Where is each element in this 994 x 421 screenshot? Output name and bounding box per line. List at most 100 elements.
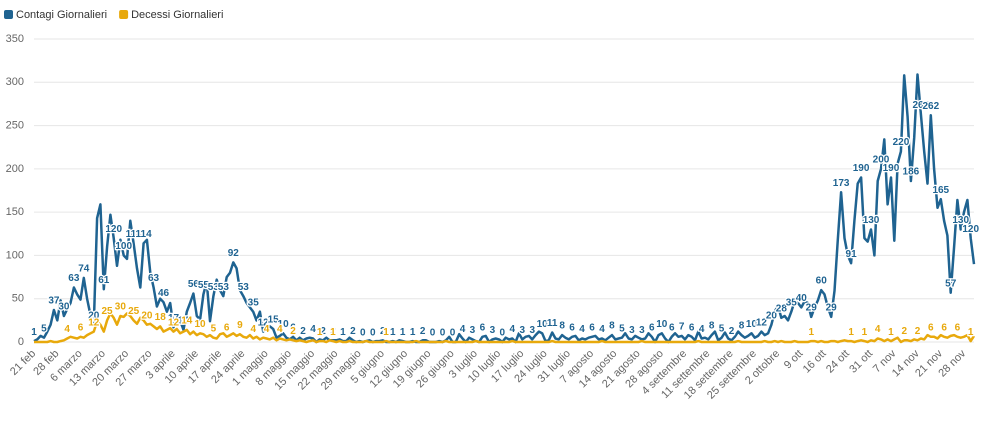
data-label: 6 bbox=[689, 322, 695, 333]
data-label: 53 bbox=[238, 282, 250, 293]
data-label: 53 bbox=[218, 282, 230, 293]
x-tick-label: 28 nov bbox=[936, 347, 968, 379]
data-label: 20 bbox=[766, 310, 778, 321]
data-label: 3 bbox=[529, 325, 535, 336]
data-label: 1 bbox=[888, 327, 894, 338]
data-label: 30 bbox=[115, 302, 127, 313]
data-label: 6 bbox=[928, 322, 934, 333]
data-label: 35 bbox=[786, 297, 798, 308]
data-label: 0 bbox=[430, 328, 436, 339]
data-label: 190 bbox=[883, 163, 900, 174]
data-label: 5 bbox=[211, 323, 217, 334]
data-label: 8 bbox=[709, 321, 715, 332]
data-label: 1 bbox=[848, 327, 854, 338]
data-label: 91 bbox=[846, 249, 858, 260]
data-label: 12 bbox=[168, 317, 180, 328]
data-label: 28 bbox=[776, 303, 788, 314]
data-label: 2 bbox=[915, 326, 921, 337]
data-label: 2 bbox=[290, 326, 296, 337]
data-label: 10 bbox=[656, 319, 668, 330]
data-label: 0 bbox=[440, 328, 446, 339]
data-label: 1 bbox=[383, 327, 389, 338]
x-tick-label: 16 ott bbox=[801, 348, 829, 376]
data-label: 1 bbox=[968, 327, 974, 338]
data-label: 4 bbox=[250, 324, 256, 335]
data-label: 25 bbox=[128, 306, 140, 317]
data-label: 2 bbox=[729, 326, 735, 337]
data-label: 30 bbox=[58, 302, 70, 313]
y-tick-label: 100 bbox=[6, 249, 24, 261]
data-label: 4 bbox=[277, 324, 283, 335]
legend-label: Contagi Giornalieri bbox=[16, 9, 107, 21]
x-tick-label: 31 ott bbox=[847, 348, 875, 376]
data-label: 10 bbox=[746, 319, 758, 330]
data-label: 2 bbox=[420, 326, 426, 337]
data-label: 6 bbox=[669, 322, 675, 333]
data-label: 12 bbox=[258, 317, 270, 328]
data-label: 1 bbox=[862, 327, 868, 338]
data-label: 1 bbox=[340, 327, 346, 338]
data-label: 114 bbox=[136, 229, 153, 240]
data-label: 46 bbox=[158, 288, 170, 299]
data-label: 61 bbox=[98, 275, 110, 286]
data-label: 114 bbox=[126, 229, 143, 240]
data-label: 5 bbox=[719, 323, 725, 334]
data-label: 63 bbox=[148, 273, 160, 284]
data-label: 4 bbox=[64, 324, 70, 335]
data-label: 74 bbox=[78, 264, 90, 275]
data-label: 6 bbox=[649, 322, 655, 333]
data-label: 220 bbox=[893, 137, 910, 148]
data-label: 130 bbox=[952, 215, 969, 226]
y-tick-label: 250 bbox=[6, 119, 24, 131]
data-label: 12 bbox=[756, 317, 768, 328]
data-label: 10 bbox=[278, 319, 290, 330]
y-tick-label: 300 bbox=[6, 76, 24, 88]
data-label: 200 bbox=[873, 154, 890, 165]
data-label: 3 bbox=[490, 325, 496, 336]
data-label: 2 bbox=[300, 326, 306, 337]
data-label: 1 bbox=[400, 327, 406, 338]
data-label: 4 bbox=[510, 324, 516, 335]
data-label: 14 bbox=[181, 316, 193, 327]
data-label: 20 bbox=[88, 310, 100, 321]
data-label: 55 bbox=[198, 280, 210, 291]
data-label: 0 bbox=[500, 328, 506, 339]
data-label: 2 bbox=[330, 326, 336, 337]
data-label: 190 bbox=[853, 163, 870, 174]
series-line bbox=[33, 73, 976, 344]
data-label: 8 bbox=[559, 321, 565, 332]
data-label: 1 bbox=[31, 327, 37, 338]
data-label: 0 bbox=[370, 328, 376, 339]
data-label: 165 bbox=[932, 185, 949, 196]
data-label: 3 bbox=[629, 325, 635, 336]
data-label: 5 bbox=[619, 323, 625, 334]
data-label: 18 bbox=[155, 312, 167, 323]
data-label: 10 bbox=[537, 319, 549, 330]
data-label: 1 bbox=[317, 327, 323, 338]
data-label: 6 bbox=[78, 322, 84, 333]
data-label: 8 bbox=[609, 321, 615, 332]
y-tick-label: 200 bbox=[6, 163, 24, 175]
data-label: 3 bbox=[639, 325, 645, 336]
data-label: 4 bbox=[699, 324, 705, 335]
data-label: 6 bbox=[955, 322, 961, 333]
data-label: 2 bbox=[320, 326, 326, 337]
data-label: 9 bbox=[237, 320, 243, 331]
y-tick-label: 0 bbox=[18, 336, 24, 348]
data-label: 1 bbox=[808, 327, 814, 338]
data-label: 100 bbox=[115, 241, 132, 252]
data-label: 4 bbox=[599, 324, 605, 335]
data-label: 14 bbox=[178, 316, 190, 327]
data-label: 3 bbox=[470, 325, 476, 336]
x-tick-label: 24 ott bbox=[824, 348, 852, 376]
data-label: 1 bbox=[330, 327, 336, 338]
data-label: 60 bbox=[816, 276, 828, 287]
data-label: 12 bbox=[88, 317, 100, 328]
data-label: 4 bbox=[579, 324, 585, 335]
data-label: 186 bbox=[903, 167, 920, 178]
data-label: 1 bbox=[410, 327, 416, 338]
data-label: 0 bbox=[450, 328, 456, 339]
series-line bbox=[34, 312, 976, 344]
y-tick-label: 50 bbox=[12, 293, 24, 305]
data-label: 3 bbox=[519, 325, 525, 336]
